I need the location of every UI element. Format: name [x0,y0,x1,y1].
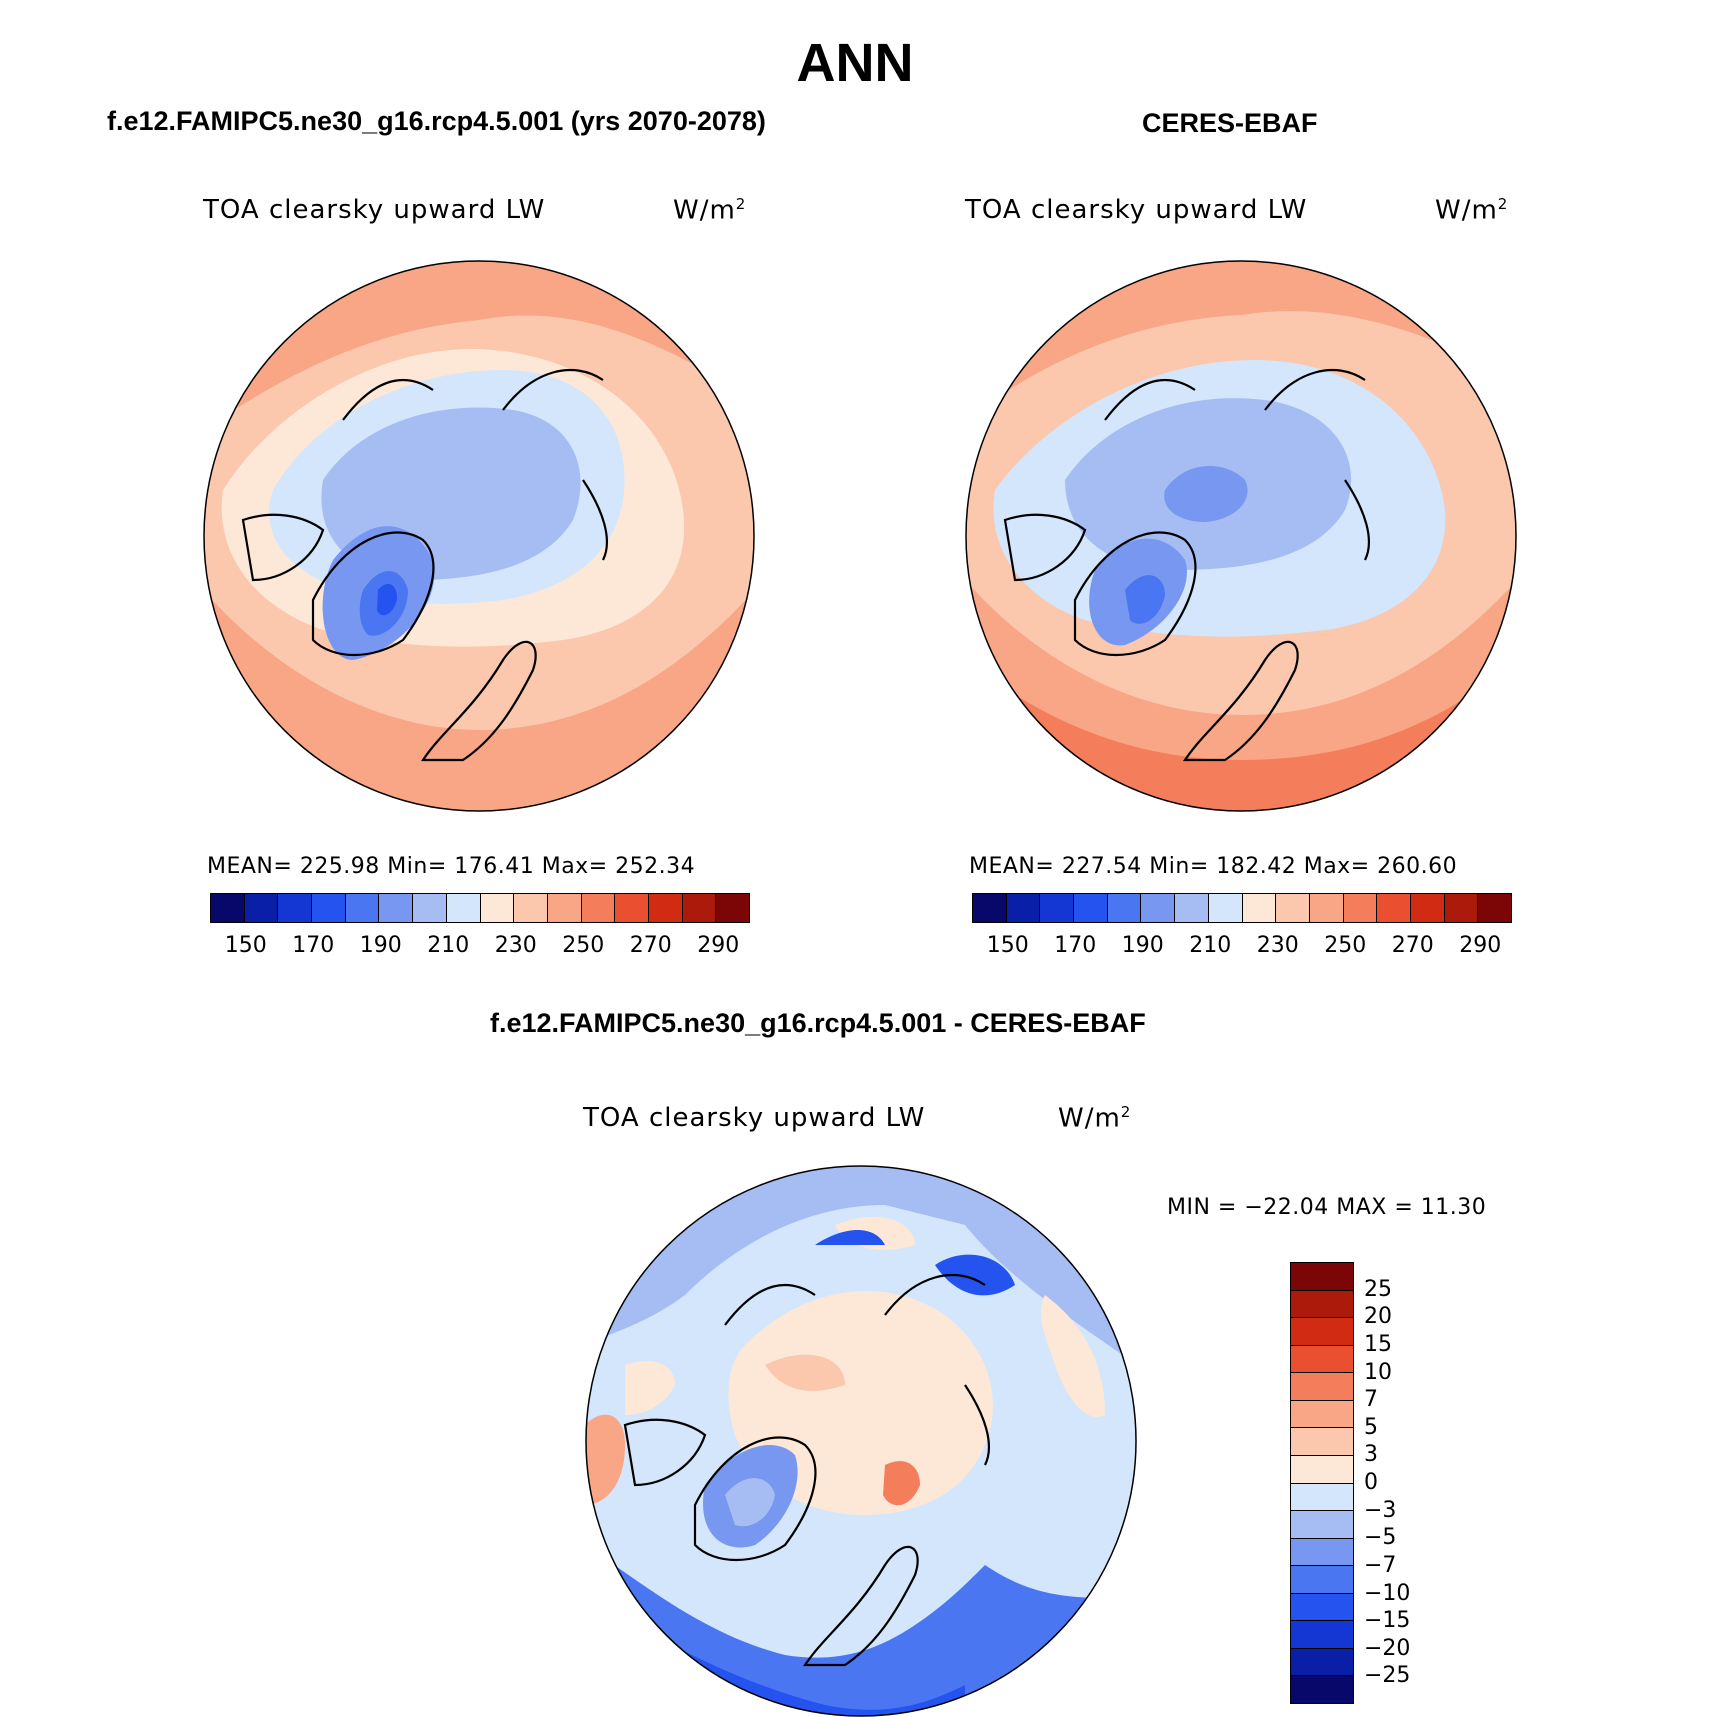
panel-2-polar-map [965,260,1517,812]
colorbar-swatch [1276,894,1310,922]
colorbar-tick-label: −10 [1364,1580,1411,1606]
colorbar-tick-label: 150 [224,933,267,958]
panel-1-header: f.e12.FAMIPC5.ne30_g16.rcp4.5.001 (yrs 2… [107,106,766,136]
colorbar-swatch [1242,894,1277,922]
colorbar-tick-label: 250 [562,933,605,958]
colorbar-tick-label: −7 [1364,1552,1397,1578]
colorbar-tick-label: 10 [1364,1359,1392,1385]
colorbar-swatch [1074,894,1108,922]
panel-3-variable: TOA clearsky upward LW [583,1103,926,1133]
colorbar-tick-label: −5 [1364,1525,1397,1551]
colorbar-swatch [716,894,749,922]
panel-1-units: W/m2 [673,195,747,226]
colorbar-swatch [1291,1566,1353,1594]
panel-3-units: W/m2 [1058,1103,1132,1134]
colorbar-tick-label: 230 [1256,933,1299,958]
colorbar-swatch [1410,894,1445,922]
panel-3-colorbar [1290,1262,1354,1704]
panel-3-stats: MIN = −22.04 MAX = 11.30 [1167,1195,1487,1220]
colorbar-swatch [682,894,717,922]
colorbar-swatch [1291,1648,1353,1677]
colorbar-swatch [379,894,414,922]
figure-title: ANN [796,33,914,93]
colorbar-swatch [1040,894,1075,922]
colorbar-tick-label: 170 [1054,933,1097,958]
colorbar-swatch [1291,1373,1353,1401]
colorbar-tick-label: 15 [1364,1331,1392,1357]
panel-2-stats: MEAN= 227.54 Min= 182.42 Max= 260.60 [969,854,1458,879]
colorbar-swatch [211,894,245,922]
colorbar-swatch [547,894,582,922]
colorbar-tick-label: 150 [986,933,1029,958]
colorbar-tick-label: 210 [1189,933,1232,958]
colorbar-swatch [514,894,548,922]
colorbar-tick-label: 170 [292,933,335,958]
colorbar-swatch [581,894,616,922]
colorbar-swatch [1291,1455,1353,1484]
colorbar-swatch [1107,894,1142,922]
colorbar-tick-label: 270 [629,933,672,958]
colorbar-swatch [1444,894,1479,922]
panel-3-header: f.e12.FAMIPC5.ne30_g16.rcp4.5.001 - CERE… [490,1008,1146,1038]
colorbar-tick-label: 5 [1364,1414,1378,1440]
colorbar-swatch [1291,1263,1353,1291]
colorbar-swatch [480,894,515,922]
colorbar-swatch [244,894,279,922]
colorbar-swatch [1291,1428,1353,1456]
colorbar-swatch [413,894,447,922]
colorbar-tick-label: −25 [1364,1663,1411,1689]
colorbar-swatch [1377,894,1411,922]
colorbar-tick-label: 230 [494,933,537,958]
panel-2-colorbar [972,893,1512,923]
colorbar-swatch [1291,1538,1353,1567]
colorbar-tick-label: −20 [1364,1635,1411,1661]
colorbar-tick-label: −15 [1364,1608,1411,1634]
colorbar-swatch [1291,1621,1353,1649]
panel-2-header: CERES-EBAF [1142,108,1318,138]
colorbar-swatch [1291,1676,1353,1703]
colorbar-swatch [648,894,683,922]
colorbar-tick-label: 3 [1364,1442,1378,1468]
colorbar-swatch [1291,1511,1353,1539]
colorbar-swatch [1343,894,1378,922]
colorbar-tick-label: −3 [1364,1497,1397,1523]
colorbar-tick-label: 290 [1459,933,1502,958]
colorbar-tick-label: 190 [359,933,402,958]
colorbar-tick-label: 210 [427,933,470,958]
colorbar-swatch [1291,1290,1353,1319]
colorbar-swatch [1006,894,1041,922]
colorbar-tick-label: 7 [1364,1387,1378,1413]
colorbar-swatch [973,894,1007,922]
colorbar-tick-label: 250 [1324,933,1367,958]
panel-1-stats: MEAN= 225.98 Min= 176.41 Max= 252.34 [207,854,696,879]
colorbar-swatch [1478,894,1511,922]
panel-1-variable: TOA clearsky upward LW [203,195,546,225]
panel-1-colorbar [210,893,750,923]
panel-2-variable: TOA clearsky upward LW [965,195,1308,225]
colorbar-swatch [446,894,481,922]
colorbar-swatch [1208,894,1243,922]
colorbar-tick-label: 270 [1391,933,1434,958]
panel-1-polar-map [203,260,755,812]
colorbar-swatch [1175,894,1209,922]
colorbar-swatch [312,894,346,922]
colorbar-swatch [1291,1318,1353,1346]
colorbar-swatch [278,894,313,922]
colorbar-tick-label: 0 [1364,1470,1378,1495]
colorbar-tick-label: 190 [1121,933,1164,958]
colorbar-swatch [1309,894,1344,922]
colorbar-swatch [1291,1345,1353,1374]
colorbar-swatch [1141,894,1176,922]
colorbar-swatch [1291,1593,1353,1622]
colorbar-swatch [1291,1483,1353,1512]
colorbar-tick-label: 25 [1364,1276,1392,1302]
colorbar-swatch [1291,1400,1353,1429]
panel-2-units: W/m2 [1435,195,1509,226]
colorbar-tick-label: 290 [697,933,740,958]
colorbar-swatch [615,894,649,922]
panel-3-polar-map [585,1165,1137,1717]
colorbar-swatch [345,894,380,922]
colorbar-tick-label: 20 [1364,1304,1392,1330]
